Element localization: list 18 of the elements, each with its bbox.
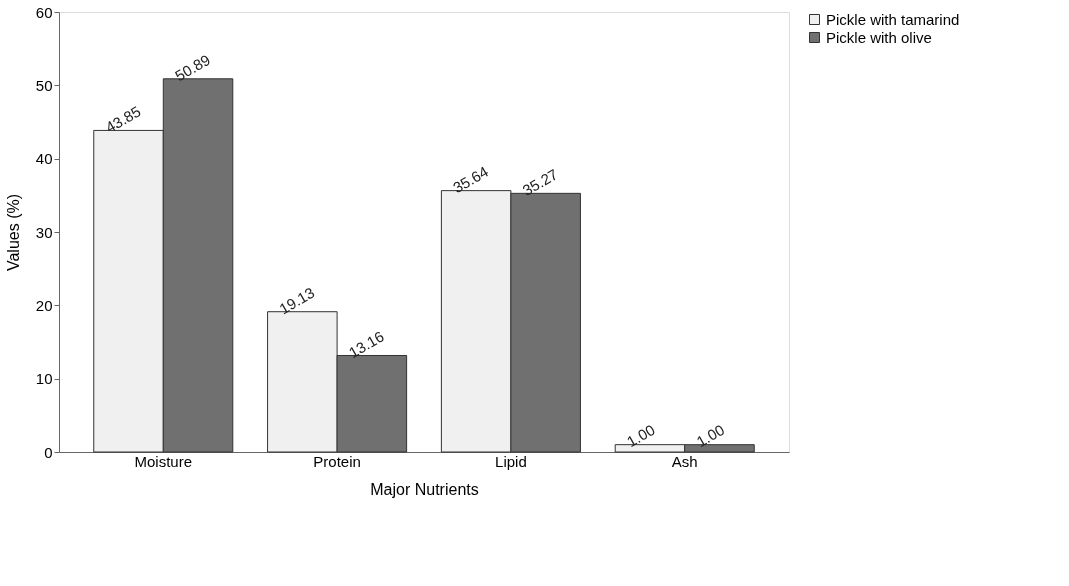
y-tick-label: 20 <box>35 296 53 314</box>
x-tick-label: Protein <box>313 452 361 470</box>
y-tick-label: 0 <box>44 443 53 461</box>
data-label: 1.00 <box>623 420 658 451</box>
y-tick-label: 30 <box>35 223 53 241</box>
x-tick-label: Moisture <box>134 452 193 470</box>
data-label: 43.85 <box>102 102 144 136</box>
legend-label: Pickle with olive <box>826 28 932 46</box>
x-tick-label: Lipid <box>495 452 527 470</box>
y-tick-label: 60 <box>35 3 53 21</box>
data-label: 1.00 <box>693 420 728 451</box>
y-tick-label: 50 <box>35 76 53 94</box>
y-tick-label: 10 <box>35 370 53 388</box>
legend-label: Pickle with tamarind <box>826 10 960 28</box>
x-axis-title: Major Nutrients <box>370 480 479 498</box>
x-tick-label: Ash <box>671 452 698 470</box>
y-tick-label: 40 <box>35 150 53 168</box>
y-axis-title: Values (%) <box>4 193 22 272</box>
